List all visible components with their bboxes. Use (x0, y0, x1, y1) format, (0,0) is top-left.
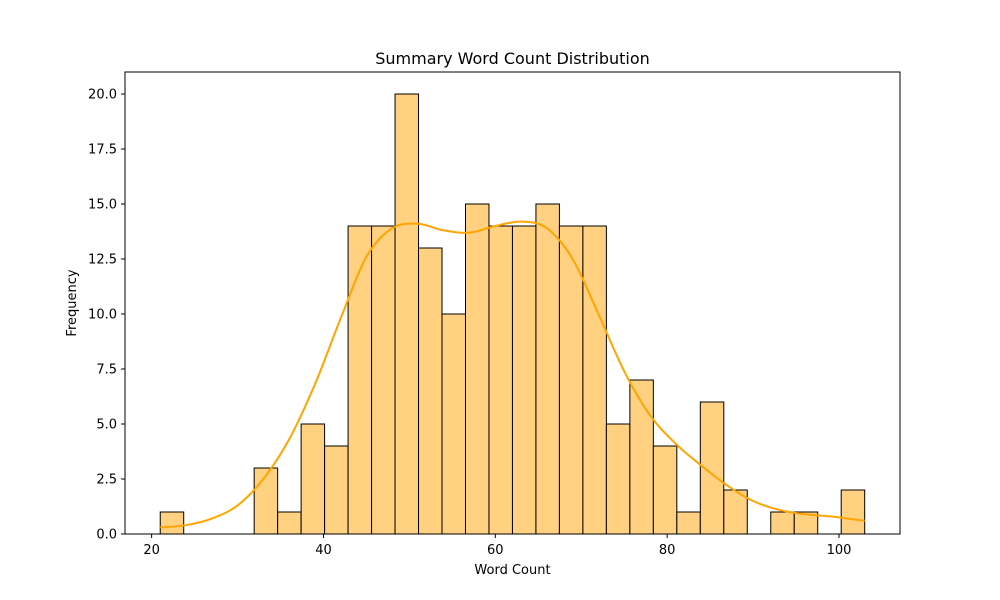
x-tick-label: 80 (659, 543, 676, 558)
y-tick-label: 17.5 (88, 143, 117, 158)
y-tick-label: 7.5 (96, 363, 117, 378)
x-tick-label: 60 (487, 543, 504, 558)
chart-title: Summary Word Count Distribution (375, 49, 650, 68)
x-axis-ticks: 20 40 60 80 100 (143, 534, 851, 558)
bars-group (159, 93, 866, 535)
x-axis-label: Word Count (474, 563, 550, 578)
histogram-bar (394, 93, 420, 535)
y-tick-label: 0.0 (96, 528, 117, 543)
histogram-bar (159, 511, 185, 535)
histogram-bar (535, 203, 560, 535)
y-axis-label: Frequency (65, 269, 80, 336)
histogram-bar (488, 225, 513, 535)
histogram-bar (652, 445, 678, 535)
histogram-bar (511, 225, 537, 535)
plot-area-frame (124, 71, 901, 535)
y-tick-label: 5.0 (96, 418, 117, 433)
y-tick-label: 15.0 (88, 198, 117, 213)
histogram-bar (840, 489, 866, 535)
kde-group (160, 220, 865, 529)
histogram-bar (277, 511, 302, 535)
histogram-bar (418, 247, 443, 535)
y-tick-label: 12.5 (88, 253, 117, 268)
y-axis-ticks: 0.0 2.5 5.0 7.5 10.0 12.5 15.0 17.5 20.0 (88, 88, 125, 543)
histogram-bar (253, 467, 279, 535)
y-tick-label: 2.5 (96, 473, 117, 488)
x-tick-label: 100 (827, 543, 852, 558)
kde-curve (160, 220, 865, 529)
histogram-bar (300, 423, 326, 535)
histogram-bar (605, 423, 631, 535)
histogram-bar (464, 203, 490, 535)
x-tick-label: 20 (143, 543, 160, 558)
histogram-bar (582, 225, 607, 535)
x-tick-label: 40 (315, 543, 332, 558)
histogram-bar (676, 511, 701, 535)
histogram-bar (371, 225, 396, 535)
y-tick-label: 10.0 (88, 308, 117, 323)
y-tick-label: 20.0 (88, 88, 117, 103)
histogram-bar (324, 445, 349, 535)
histogram-bar (770, 511, 795, 535)
histogram-bar (441, 313, 466, 535)
